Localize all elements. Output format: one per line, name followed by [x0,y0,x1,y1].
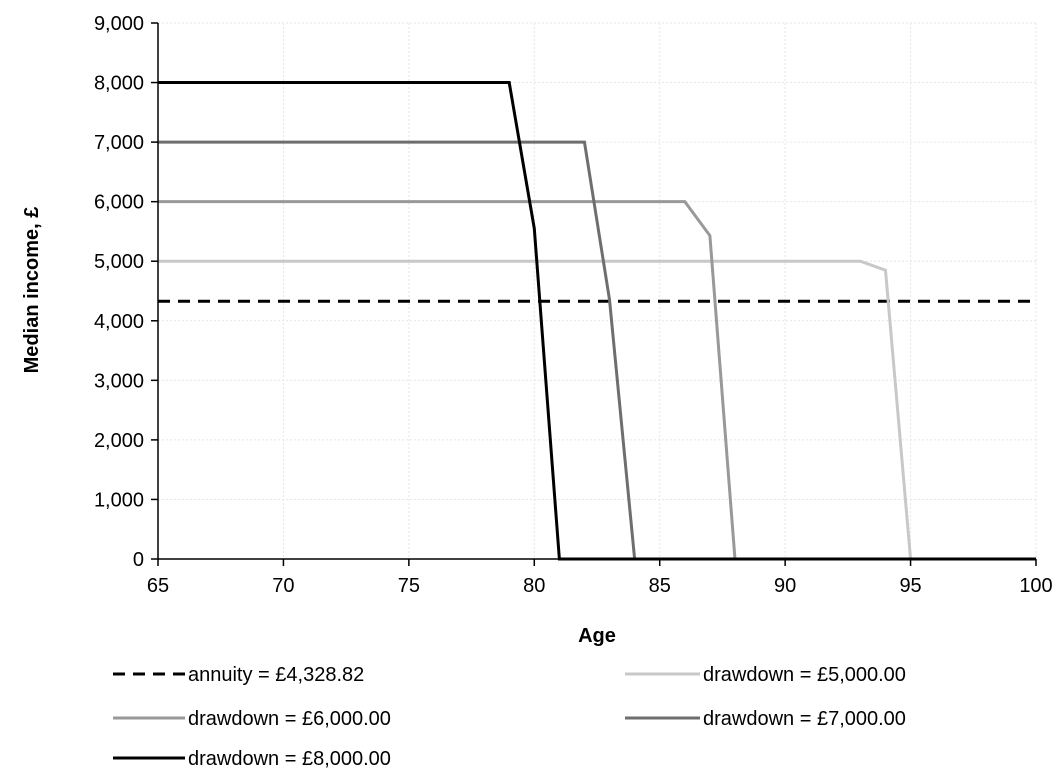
x-tick-label: 100 [1019,575,1052,597]
series-line-3 [158,200,1036,561]
x-tick-label: 80 [523,575,545,597]
y-tick-label: 1,000 [94,489,144,511]
x-tick-label: 65 [147,575,169,597]
legend-label-2: drawdown = £5,000.00 [703,664,906,686]
x-tick-label: 70 [272,575,294,597]
y-tick-label: 7,000 [94,132,144,154]
y-tick-label: 9,000 [94,13,144,35]
series-line-2 [158,259,1036,561]
x-tick-label: 95 [899,575,921,597]
legend-label-3: drawdown = £6,000.00 [188,708,391,730]
y-tick-label: 2,000 [94,430,144,452]
y-tick-label: 3,000 [94,370,144,392]
x-tick-label: 85 [649,575,671,597]
legend-label-4: drawdown = £7,000.00 [703,708,906,730]
legend-label-5: drawdown = £8,000.00 [188,748,391,770]
series-lines [158,81,1036,561]
y-tick-label: 5,000 [94,251,144,273]
y-tick-label: 6,000 [94,192,144,214]
x-tick-label: 75 [398,575,420,597]
y-tick-label: 0 [133,549,144,571]
axes [151,22,1037,566]
legend: annuity = £4,328.82 drawdown = £5,000.00 d… [113,664,906,770]
legend-label-1: annuity = £4,328.82 [188,664,364,686]
y-tick-label: 8,000 [94,73,144,95]
y-tick-label: 4,000 [94,311,144,333]
gridlines [158,22,1037,559]
x-tick-labels: 65 70 75 80 85 90 95 100 [147,575,1053,597]
y-tick-labels: 0 1,000 2,000 3,000 4,000 5,000 6,000 7,000 8,00… [94,13,144,571]
x-tick-label: 90 [774,575,796,597]
x-axis-title: Age [578,625,616,647]
y-axis-title: Median income, £ [21,207,43,374]
